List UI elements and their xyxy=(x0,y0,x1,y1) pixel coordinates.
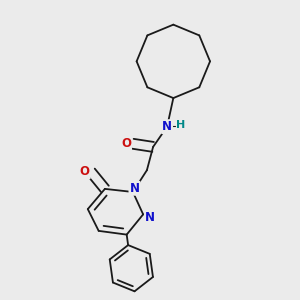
Text: O: O xyxy=(121,137,131,150)
Text: N: N xyxy=(129,182,140,195)
Text: O: O xyxy=(80,165,90,178)
Text: N: N xyxy=(162,120,172,133)
Text: H: H xyxy=(176,120,186,130)
Text: N: N xyxy=(145,211,155,224)
